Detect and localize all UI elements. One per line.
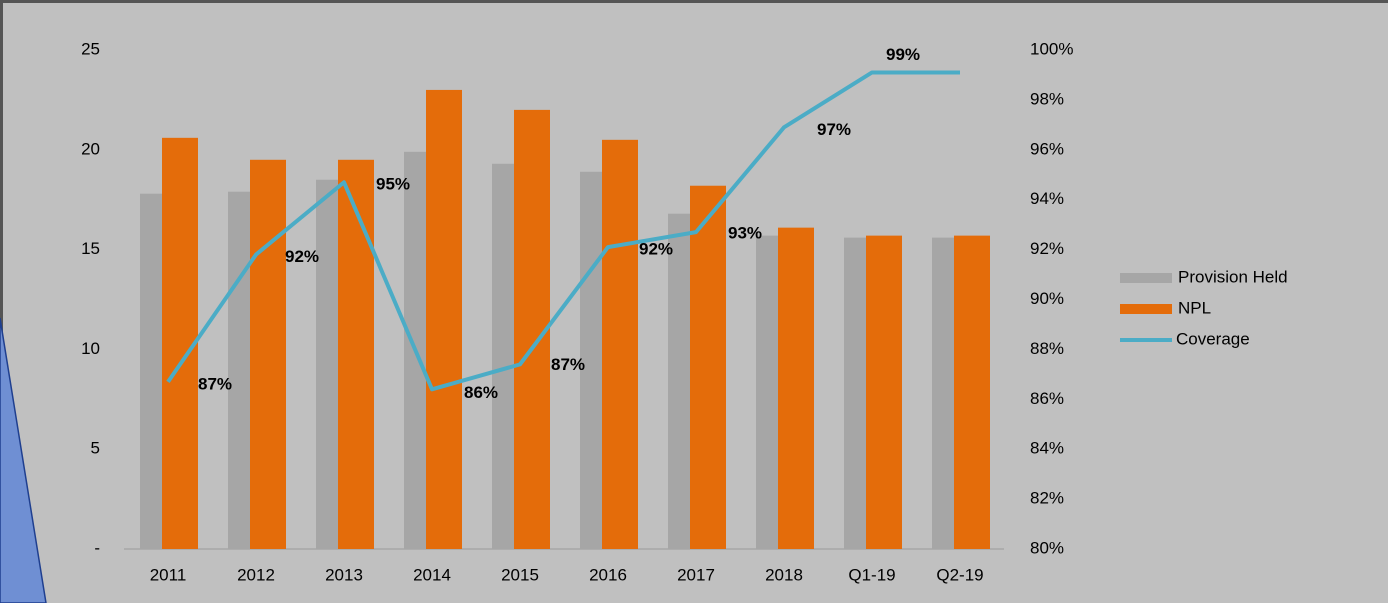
bar (492, 163, 514, 549)
x-tick-label: 2012 (237, 565, 275, 584)
y-tick-label: 25 (81, 39, 100, 58)
y-tick-label: 20 (81, 139, 100, 158)
x-tick-label: 2013 (325, 565, 363, 584)
bar (756, 235, 778, 550)
bar (140, 193, 162, 549)
data-label: 97% (817, 120, 851, 139)
x-tick-label: 2015 (501, 565, 539, 584)
y2-tick-label: 86% (1030, 389, 1064, 408)
y2-tick-label: 88% (1030, 339, 1064, 358)
data-label: 92% (285, 247, 319, 266)
bar (316, 179, 338, 550)
y2-tick-label: 84% (1030, 439, 1064, 458)
y2-tick-label: 80% (1030, 538, 1064, 557)
y2-tick-label: 94% (1030, 189, 1064, 208)
legend-label: NPL (1178, 298, 1211, 317)
bar (426, 89, 462, 550)
line (166, 70, 960, 392)
x-tick-label: 2011 (150, 565, 187, 584)
bar (690, 185, 726, 549)
y-tick-label: - (94, 538, 100, 557)
y2-tick-label: 98% (1030, 89, 1064, 108)
bar (954, 235, 990, 550)
y-tick-label: 5 (91, 439, 100, 458)
x-tick-label: Q2-19 (936, 565, 983, 584)
data-label: 92% (639, 240, 673, 259)
data-label: 87% (198, 374, 232, 393)
data-label: 87% (551, 355, 585, 374)
bar (162, 137, 198, 549)
x-tick-label: 2018 (765, 565, 803, 584)
y-tick-label: 10 (81, 339, 100, 358)
bar (250, 159, 286, 549)
data-label: 86% (464, 383, 498, 402)
x-tick-label: 2016 (589, 565, 627, 584)
x-tick-label: 2017 (677, 565, 715, 584)
data-label: 99% (886, 45, 920, 64)
bar (778, 227, 814, 550)
y2-tick-label: 100% (1030, 39, 1073, 58)
data-label: 93% (728, 224, 762, 243)
legend-label: Provision Held (1178, 267, 1288, 286)
legend-swatch (1120, 273, 1172, 283)
y2-tick-label: 82% (1030, 489, 1064, 508)
bar (844, 237, 866, 549)
y2-tick-label: 92% (1030, 239, 1064, 258)
y-tick-label: 15 (81, 239, 100, 258)
bar (668, 213, 690, 549)
bar (228, 191, 250, 549)
y2-tick-label: 96% (1030, 139, 1064, 158)
bar (602, 139, 638, 549)
bar (866, 235, 902, 550)
decoration (0, 317, 47, 603)
bar (932, 237, 954, 549)
x-tick-label: Q1-19 (848, 565, 895, 584)
y2-tick-label: 90% (1030, 289, 1064, 308)
data-label: 95% (376, 175, 410, 194)
x-tick-label: 2014 (413, 565, 451, 584)
bar (338, 159, 374, 549)
bar (580, 171, 602, 550)
legend-swatch (1120, 304, 1172, 314)
legend-label: Coverage (1176, 329, 1250, 348)
